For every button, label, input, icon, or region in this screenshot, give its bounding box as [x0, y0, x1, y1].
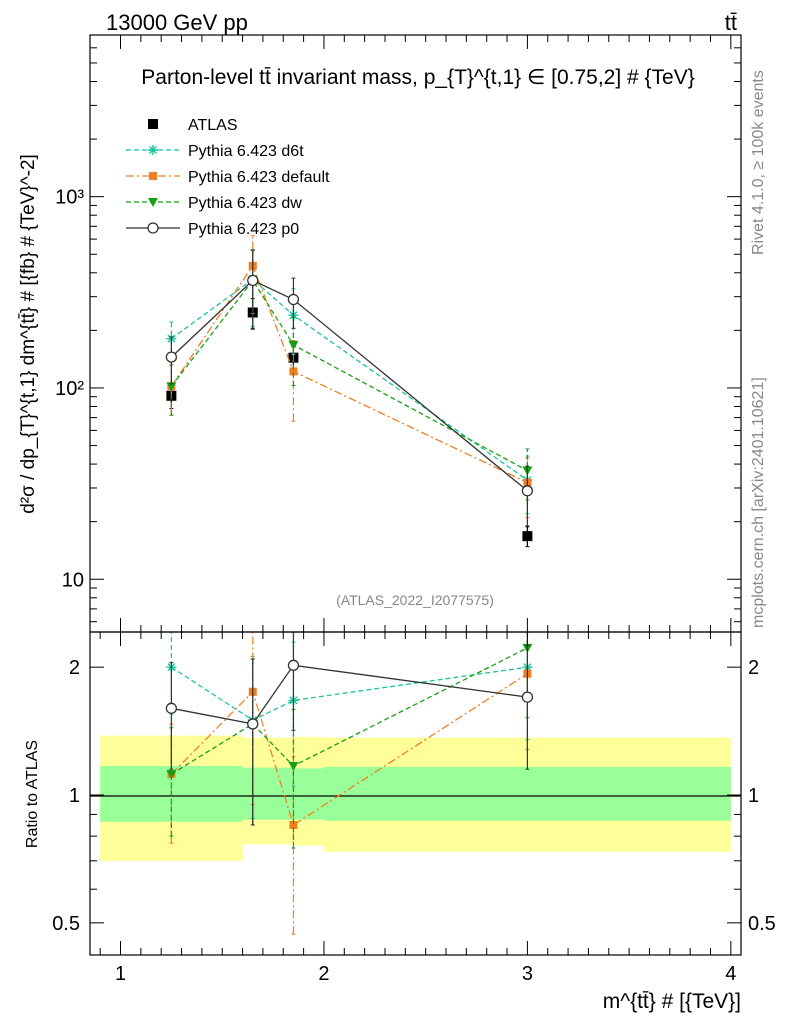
series-atlas — [166, 298, 533, 548]
series-pythia-6-423-dw — [166, 249, 533, 501]
ratio-bands — [100, 735, 731, 861]
series-line — [171, 647, 528, 775]
series-line — [170, 264, 528, 484]
band-green — [293, 768, 324, 820]
marker-circle — [521, 691, 534, 703]
ratio-axis-ticks: 0.5 0.5 1 1 2 2 1 2 3 4 — [52, 632, 776, 985]
legend-item: Pythia 6.423 p0 — [126, 221, 299, 238]
marker-circle — [247, 718, 259, 730]
series-pythia-6-423-d6t — [166, 248, 533, 515]
main-axis-ticks: 10 10² 10³ — [55, 34, 741, 632]
marker-triangle — [148, 198, 158, 207]
legend-item: ATLAS — [148, 117, 238, 134]
marker-square — [289, 820, 298, 829]
series-pythia-6-423-p0 — [165, 249, 534, 527]
x-tick-label: 4 — [725, 963, 736, 985]
x-tick-label: 2 — [318, 963, 329, 985]
legend-label: Pythia 6.423 dw — [188, 195, 302, 212]
main-title: Parton-level tt̄ invariant mass, p_{T}^{… — [141, 66, 694, 89]
energy-label: 13000 GeV pp — [106, 10, 248, 35]
y-tick-label-right: 2 — [748, 657, 759, 679]
y-tick-label: 2 — [69, 657, 80, 679]
series-line — [171, 278, 528, 481]
legend-label: ATLAS — [188, 117, 238, 134]
y-tick-label: 10² — [55, 378, 84, 400]
x-tick-label: 1 — [115, 963, 126, 985]
marker-star — [148, 145, 158, 155]
marker-triangle — [166, 770, 177, 780]
main-series-layer — [165, 235, 534, 548]
marker-square — [149, 172, 157, 180]
ratio-panel: 0.5 0.5 1 1 2 2 1 2 3 4 Ratio to ATLAS m^{tt̄} # … — [24, 631, 776, 1013]
ratio-frame — [89, 631, 742, 956]
series-line — [170, 279, 528, 472]
y-tick-label: 10 — [62, 569, 84, 591]
y-tick-label-right: 1 — [748, 785, 759, 807]
ratio-series-layer — [165, 631, 534, 935]
process-label: tt̄ — [725, 10, 737, 35]
y-tick-label: 1 — [69, 785, 80, 807]
y-tick-label-right: 0.5 — [748, 913, 776, 935]
series-line — [170, 279, 528, 492]
y-tick-label: 0.5 — [52, 913, 80, 935]
marker-square — [289, 367, 298, 376]
marker-circle — [287, 293, 300, 306]
series-pythia-6-423-p0 — [165, 631, 534, 826]
legend-item: Pythia 6.423 d6t — [126, 143, 304, 160]
main-panel: 10 10² 10³ Parton-level tt̄ invariant mass… — [18, 34, 742, 633]
band-green — [242, 767, 294, 820]
marker-triangle — [288, 340, 299, 350]
series-line — [171, 666, 528, 721]
y-tick-label: 10³ — [55, 187, 84, 209]
marker-circle — [521, 485, 534, 497]
marker-square — [148, 119, 158, 129]
marker-circle — [165, 351, 178, 363]
legend-label: Pythia 6.423 p0 — [188, 221, 299, 238]
marker-triangle — [166, 382, 177, 392]
ratio-y-label: Ratio to ATLAS — [24, 740, 41, 848]
rivet-label: Rivet 4.1.0, ≥ 100k events — [750, 70, 767, 255]
marker-triangle — [288, 762, 299, 772]
x-axis-label: m^{tt̄} # [{TeV}] — [603, 990, 741, 1013]
legend-label: Pythia 6.423 default — [188, 169, 330, 186]
marker-circle — [287, 659, 300, 671]
series-line — [171, 664, 528, 725]
x-tick-label: 3 — [522, 963, 533, 985]
marker-circle — [147, 222, 159, 234]
watermark: (ATLAS_2022_I2077575) — [336, 592, 494, 608]
band-green — [323, 766, 731, 821]
main-y-label: d²σ / dp_{T}^{t,1} dm^{tt̄} # [{fb} # {T… — [18, 154, 39, 514]
series-pythia-6-423-default — [167, 235, 532, 519]
marker-square — [522, 531, 533, 542]
legend: ATLAS Pythia 6.423 d6t Pythia 6.423 defaul… — [126, 117, 330, 238]
marker-circle — [165, 702, 178, 714]
source-label: mcplots.cern.ch [arXiv:2401.10621] — [750, 377, 767, 628]
legend-item: Pythia 6.423 dw — [126, 195, 302, 212]
legend-label: Pythia 6.423 d6t — [188, 143, 304, 160]
marker-circle — [247, 274, 259, 287]
legend-item: Pythia 6.423 default — [126, 169, 330, 186]
